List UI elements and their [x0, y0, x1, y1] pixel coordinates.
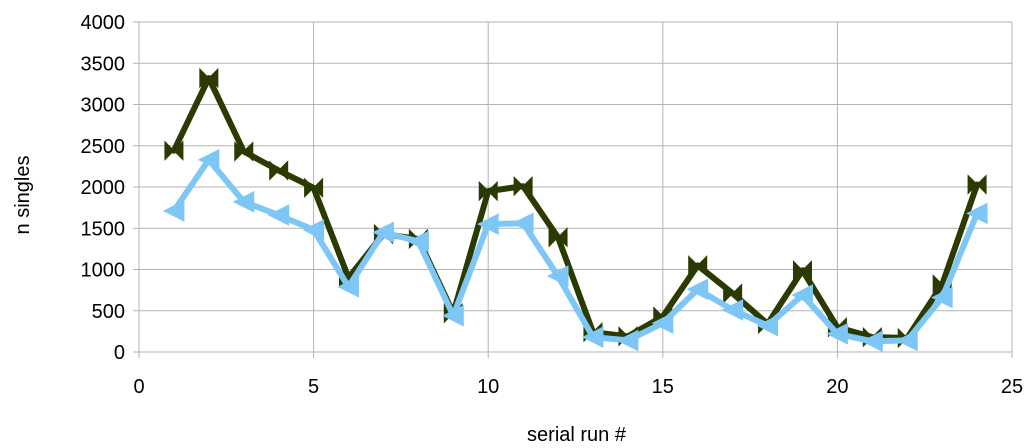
data-point: [478, 180, 498, 202]
data-point: [197, 148, 220, 171]
data-point: [792, 260, 812, 281]
data-point: [269, 160, 289, 181]
y-tick-label: 3000: [81, 95, 126, 117]
x-tick-label: 0: [133, 376, 144, 398]
data-point: [162, 200, 185, 222]
data-point: [407, 230, 429, 253]
y-tick-label: 4000: [81, 12, 126, 34]
data-point: [513, 175, 533, 197]
data-point: [967, 174, 987, 195]
data-point: [581, 326, 604, 348]
data-point: [965, 202, 988, 225]
x-tick-label: 15: [652, 376, 674, 398]
y-tick-label: 0: [114, 342, 125, 364]
y-tick-label: 2500: [81, 136, 126, 158]
data-point: [616, 329, 639, 352]
x-tick-label: 5: [308, 376, 319, 398]
axes: [133, 21, 1013, 358]
x-tick-label: 20: [826, 376, 848, 398]
data-point: [477, 213, 499, 235]
x-tick-label: 10: [477, 376, 499, 398]
data-point: [721, 299, 744, 321]
x-axis-title: serial run #: [527, 424, 627, 446]
data-point: [304, 177, 324, 199]
data-point: [896, 329, 918, 352]
data-point: [931, 286, 953, 309]
data-point: [302, 219, 325, 241]
data-point: [688, 255, 708, 276]
data-point: [372, 221, 394, 244]
y-tick-label: 1500: [81, 218, 126, 240]
data-point: [199, 67, 219, 89]
x-tick-label: 25: [1001, 376, 1023, 398]
data-point: [548, 227, 568, 248]
y-axis-title: n singles: [12, 156, 34, 235]
data-point: [234, 141, 254, 162]
data-point: [267, 204, 290, 226]
x-tick-labels: 0 5 10 15 20 25: [133, 376, 1023, 398]
data-point: [512, 212, 534, 235]
series-group: [162, 67, 988, 353]
y-tick-label: 2000: [81, 177, 126, 199]
data-point: [791, 284, 813, 306]
data-point: [546, 265, 569, 287]
data-point: [686, 278, 709, 301]
data-point: [861, 330, 883, 353]
data-point: [756, 314, 779, 337]
data-point: [232, 191, 255, 213]
y-tick-label: 1000: [81, 260, 126, 282]
y-tick-label: 3500: [81, 53, 126, 75]
data-point: [164, 140, 184, 161]
data-point: [826, 323, 848, 345]
data-point: [651, 312, 674, 334]
series-2: [162, 148, 988, 353]
data-point: [442, 304, 464, 327]
y-tick-labels: 0 500 1000 1500 2000 2500 3000 3500 4000: [81, 12, 126, 364]
y-tick-label: 500: [92, 301, 125, 323]
data-point: [337, 276, 360, 298]
